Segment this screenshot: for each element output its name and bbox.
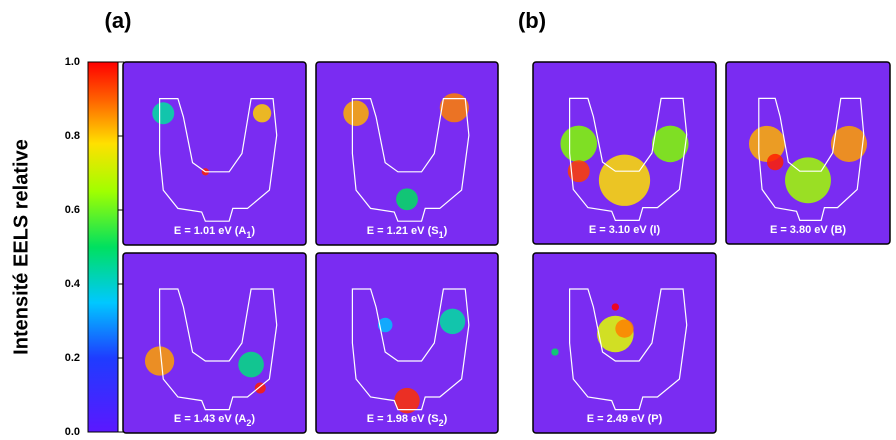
caption-text: E = 1.98 eV (S: [367, 413, 439, 425]
map-background: [315, 252, 499, 434]
map-background: [122, 252, 307, 434]
tick-label: 0.0: [65, 426, 80, 438]
colorbar-label: Intensité EELS relative: [10, 139, 32, 355]
tick-label: 1.0: [65, 56, 80, 68]
particle-outline: [351, 288, 470, 411]
panel-label: (b): [518, 8, 546, 33]
eels-map: E = 1.01 eV (A1): [122, 61, 307, 246]
map-background: [532, 61, 717, 245]
map-caption: E = 1.98 eV (S2): [367, 413, 448, 428]
map-background: [725, 61, 891, 245]
hotspot: [748, 125, 786, 162]
hotspot: [238, 351, 264, 378]
caption-end: ): [251, 413, 255, 425]
map-caption: E = 2.49 eV (P): [587, 413, 663, 425]
colorbar: [87, 61, 119, 433]
caption-end: ): [444, 225, 448, 237]
caption-end: ): [444, 413, 448, 425]
map-caption: E = 1.43 eV (A2): [174, 413, 255, 428]
hotspot: [144, 346, 175, 376]
hotspot: [651, 125, 689, 163]
particle-outline: [351, 97, 470, 222]
tick-label: 0.2: [65, 352, 80, 364]
caption-text: E = 1.43 eV (A: [174, 413, 247, 425]
tick-label: 0.4: [65, 278, 81, 290]
caption-subscript: 1: [246, 230, 251, 240]
hotspot: [767, 153, 784, 171]
eels-map: E = 1.21 eV (S1): [315, 61, 499, 246]
caption-text: E = 1.01 eV (A: [174, 225, 247, 237]
map-background: [122, 61, 307, 246]
caption-end: ): [251, 225, 255, 237]
map-background: [315, 61, 499, 246]
hotspot: [439, 308, 466, 335]
hotspot: [152, 102, 175, 125]
caption-subscript: 1: [439, 230, 444, 240]
particle-outline: [159, 97, 278, 222]
particle-outline: [159, 288, 278, 411]
hotspot: [254, 382, 266, 394]
hotspot: [830, 125, 868, 162]
eels-map: E = 1.43 eV (A2): [122, 252, 307, 434]
eels-map: E = 3.80 eV (B): [725, 61, 891, 245]
hotspot: [396, 188, 418, 211]
caption-text: E = 2.49 eV (P): [587, 413, 663, 425]
caption-subscript: 2: [246, 418, 251, 428]
tick-label: 0.8: [65, 130, 80, 142]
particle-outline: [568, 288, 688, 411]
caption-text: E = 3.80 eV (B): [770, 224, 846, 236]
panel-label: (a): [105, 8, 132, 33]
caption-text: E = 3.10 eV (I): [589, 224, 661, 236]
hotspot: [377, 317, 393, 333]
map-caption: E = 1.01 eV (A1): [174, 225, 255, 240]
map-caption: E = 3.80 eV (B): [770, 224, 846, 236]
hotspot: [567, 160, 590, 183]
hotspot: [598, 154, 651, 206]
particle-outline: [568, 97, 688, 221]
hotspot: [439, 93, 469, 123]
particle-outline: [758, 97, 865, 221]
eels-map: E = 2.49 eV (P): [532, 252, 717, 434]
hotspot: [615, 319, 634, 338]
caption-subscript: 2: [439, 418, 444, 428]
caption-text: E = 1.21 eV (S: [367, 225, 439, 237]
map-caption: E = 1.21 eV (S1): [367, 225, 448, 240]
hotspot: [252, 104, 272, 123]
map-caption: E = 3.10 eV (I): [589, 224, 661, 236]
hotspot: [343, 100, 369, 126]
eels-map: E = 3.10 eV (I): [532, 61, 717, 245]
hotspot: [560, 125, 598, 163]
hotspot: [394, 387, 420, 414]
eels-map: E = 1.98 eV (S2): [315, 252, 499, 434]
hotspot: [611, 303, 620, 311]
hotspot: [551, 348, 559, 356]
tick-label: 0.6: [65, 204, 80, 216]
